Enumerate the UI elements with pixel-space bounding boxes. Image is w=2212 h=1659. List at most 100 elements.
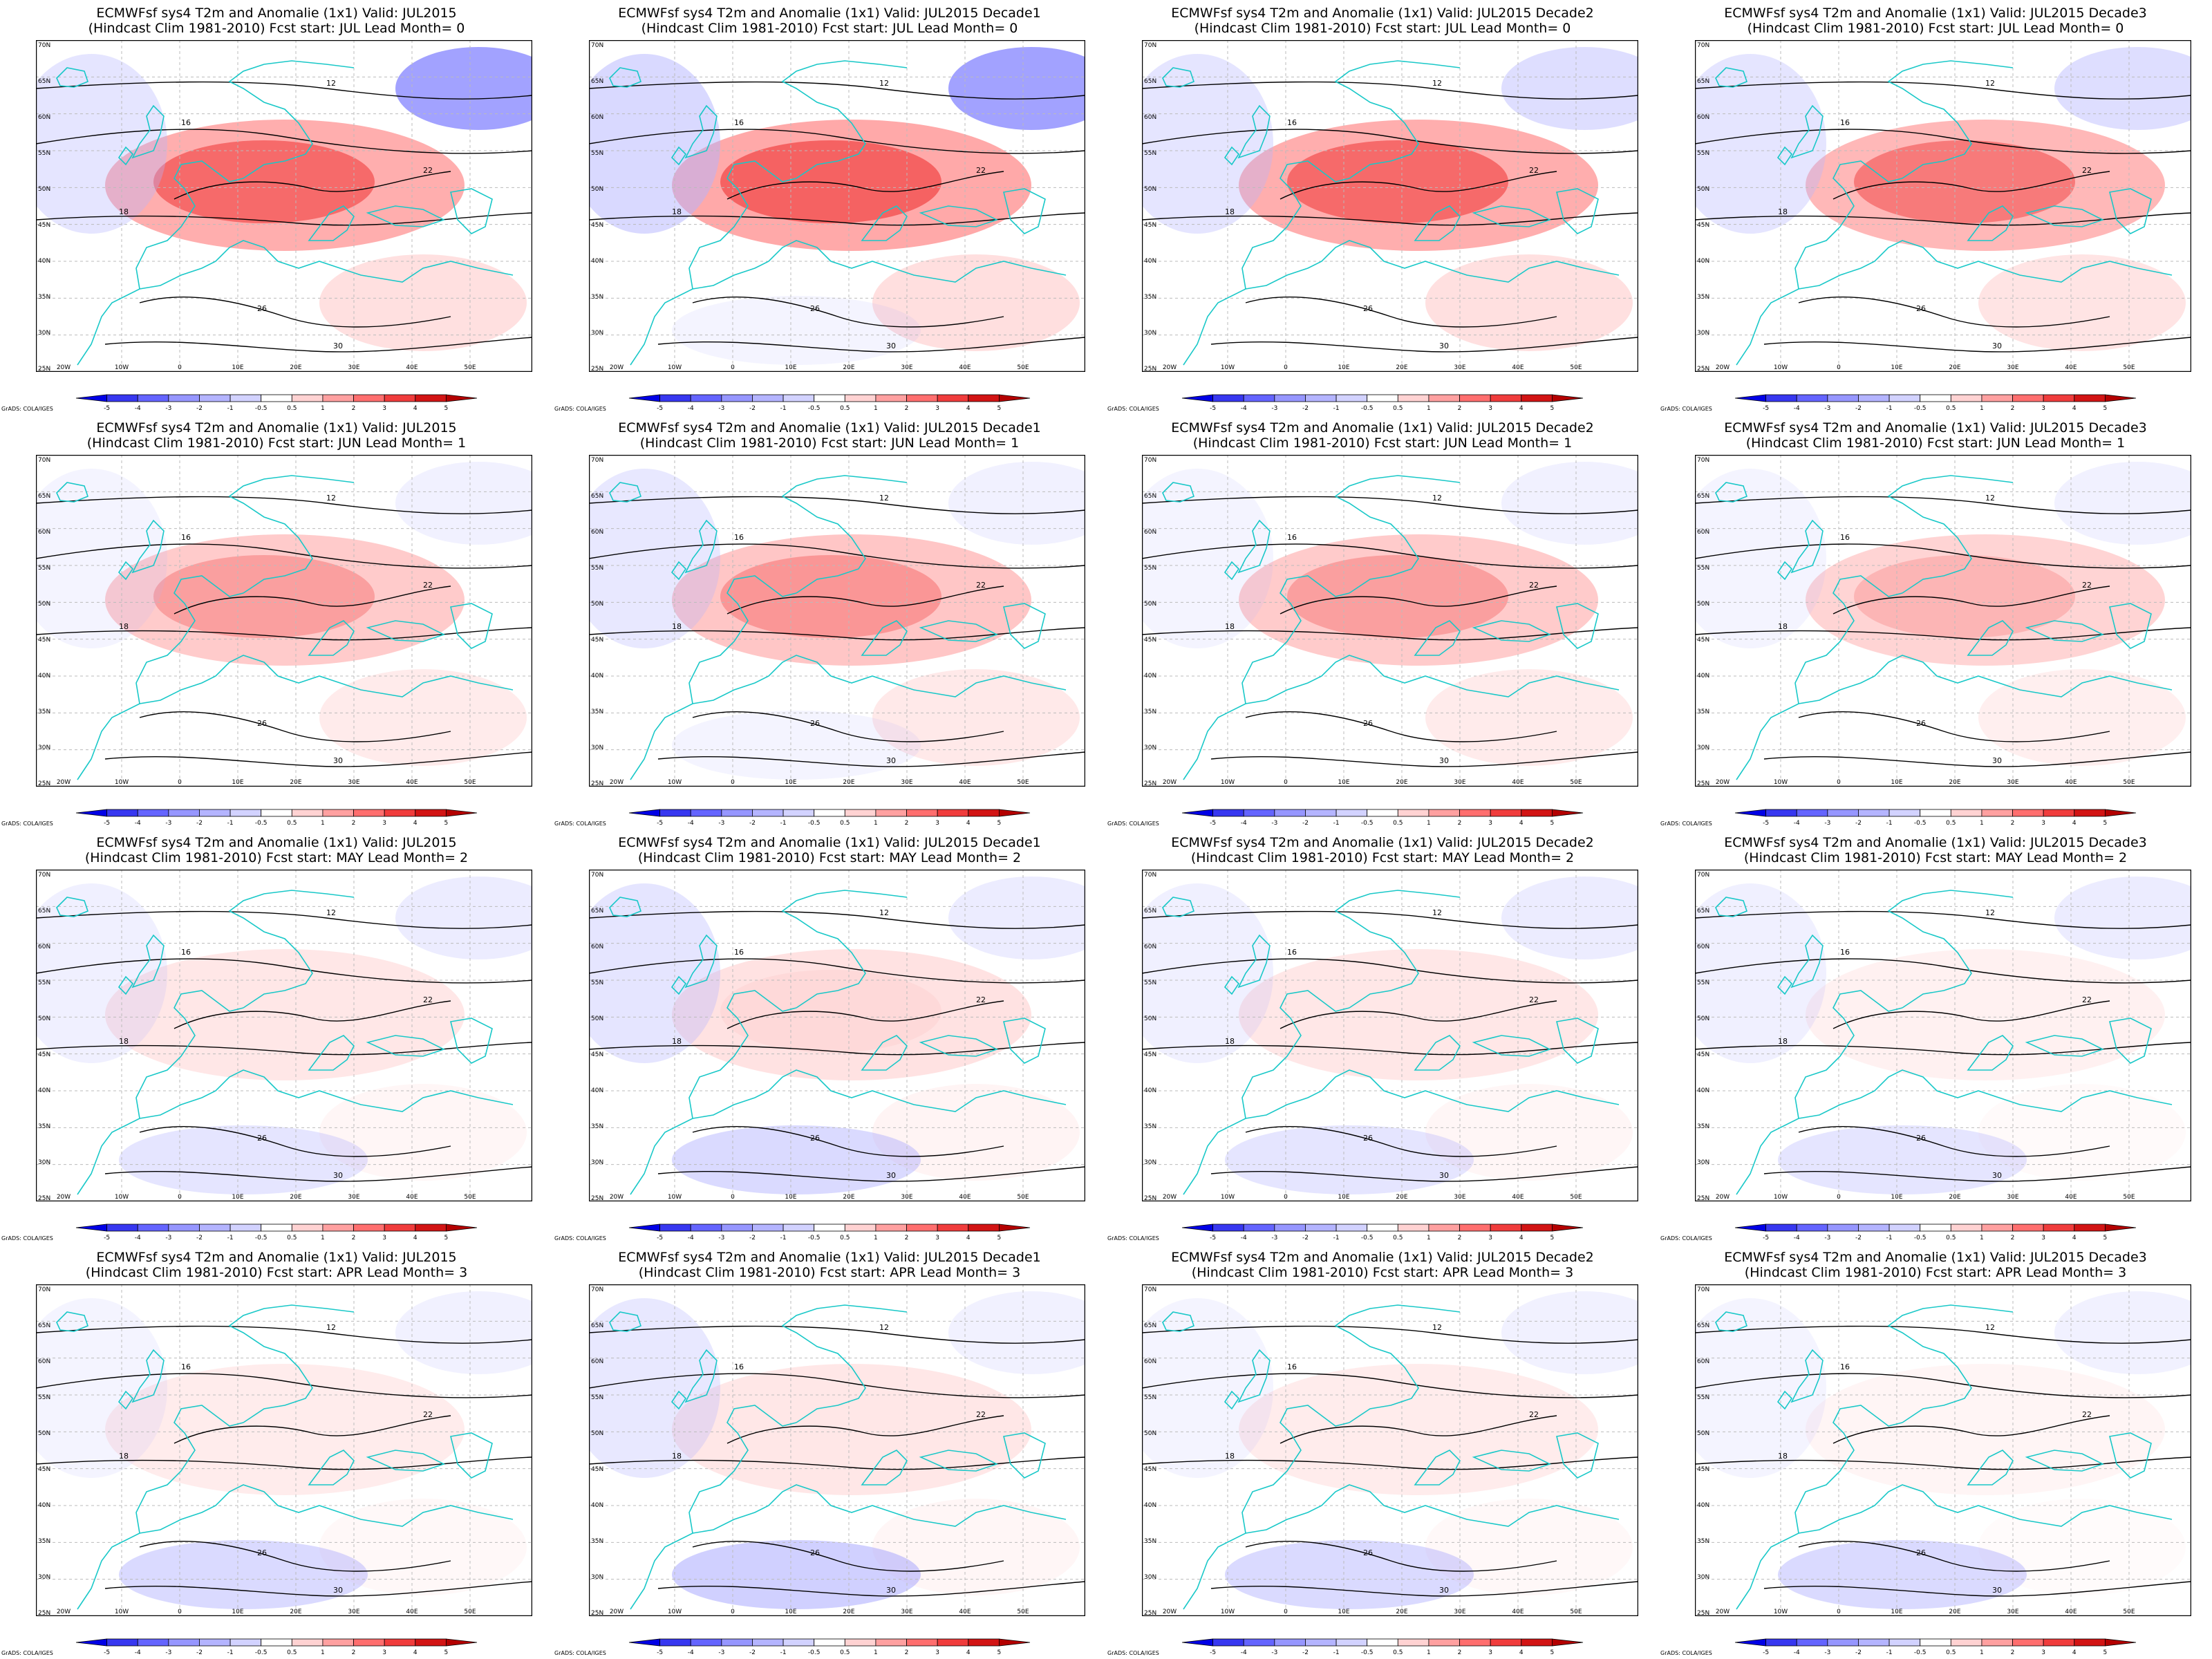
isotherm-contour: [589, 1373, 1085, 1398]
isotherm-contour: [36, 212, 532, 226]
colorbar-tick-label: 0.5: [1946, 405, 1956, 412]
latitude-label: 35N: [38, 709, 50, 715]
colorbar-swatch: [1428, 809, 1460, 817]
latitude-label: 45N: [1144, 637, 1156, 644]
colorbar-tick-label: -1: [227, 820, 234, 827]
colorbar-swatch: [1305, 809, 1337, 817]
contour-label: 22: [2082, 1410, 2092, 1419]
isotherm-contour: [174, 585, 451, 615]
coastline: [671, 561, 687, 581]
contour-label: 18: [119, 622, 129, 631]
latitude-label: 45N: [591, 637, 603, 644]
colorbar-tick-label: -2: [1855, 1649, 1862, 1656]
latitude-label: 40N: [591, 673, 603, 679]
colorbar-swatch: [1397, 809, 1430, 817]
latitude-label: 40N: [38, 1087, 50, 1094]
colorbar-tick-label: -4: [1241, 820, 1247, 827]
contour-label: 26: [1916, 719, 1926, 728]
isotherm-contour: [36, 958, 532, 984]
isotherm-contour: [1833, 1000, 2110, 1029]
contour-label: 18: [672, 1037, 682, 1046]
coastline: [1887, 1304, 2014, 1423]
colorbar-tick-label: -4: [1794, 1649, 1800, 1656]
latitude-label: 55N: [38, 980, 50, 986]
warm-anomaly-core: [1287, 970, 1508, 1053]
longitude-label: 0: [178, 1194, 182, 1201]
coastline: [919, 1450, 999, 1472]
colorbar-swatch: [106, 1224, 138, 1232]
forecast-panel: ECMWFsf sys4 T2m and Anomalie (1x1) Vali…: [553, 830, 1106, 1244]
colorbar-swatch: [199, 1224, 231, 1232]
colorbar-swatch: [1212, 1638, 1244, 1647]
cool-anomaly-area: [1142, 883, 1273, 1063]
isotherm-contour: [589, 1042, 1085, 1056]
colorbar-tick-label: 1: [1980, 1235, 1984, 1241]
isotherm-contour: [1798, 297, 2110, 328]
colorbar-swatch: [137, 809, 169, 817]
colorbar-tick-label: -4: [1241, 1235, 1247, 1241]
latitude-label: 50N: [1697, 186, 1709, 193]
panel-title: ECMWFsf sys4 T2m and Anomalie (1x1) Vali…: [618, 6, 1041, 21]
coastline: [1414, 1035, 1461, 1071]
colorbar-tick-label: 3: [1488, 405, 1492, 412]
panel-subtitle: (Hindcast Clim 1981-2010) Fcst start: JU…: [639, 435, 1020, 451]
colorbar-tick-label: 4: [413, 820, 418, 827]
grads-credit: GrADS: COLA/IGES: [1660, 821, 1712, 827]
contour-label: 30: [1439, 756, 1449, 765]
colorbar-tick-label: 0.5: [840, 405, 850, 412]
warm-anomaly-area: [105, 534, 465, 666]
latitude-label: 70N: [1144, 872, 1156, 879]
contour-label: 18: [119, 1037, 129, 1046]
colorbar-swatch: [1981, 1224, 2013, 1232]
latitude-label: 30N: [1697, 744, 1709, 751]
coastline: [1715, 1311, 1747, 1332]
latitude-label: 50N: [38, 1430, 50, 1437]
latitude-label: 70N: [38, 1286, 50, 1293]
colorbar-tick-label: -2: [196, 1649, 203, 1656]
colorbar-swatch: [106, 1638, 138, 1647]
contour-label: 12: [879, 908, 889, 917]
colorbar-tick-label: -4: [135, 1235, 141, 1241]
longitude-label: 40E: [2065, 1194, 2077, 1201]
colorbar-swatch: [415, 809, 447, 817]
longitude-label: 20W: [610, 1609, 624, 1615]
colorbar-tick-label: 1: [321, 405, 325, 412]
colorbar-swatch: [2043, 809, 2075, 817]
longitude-label: 30E: [2007, 1609, 2018, 1615]
latitude-label: 45N: [591, 1466, 603, 1473]
colorbar-tick-label: 1: [874, 1649, 878, 1656]
colorbar-swatch: [445, 394, 478, 402]
warm-anomaly-core: [720, 140, 941, 223]
latitude-label: 65N: [591, 1322, 603, 1329]
contour-label: 30: [886, 1171, 896, 1180]
coastline: [684, 934, 718, 988]
colorbar-swatch: [1950, 1224, 1983, 1232]
coastline: [1967, 205, 2014, 241]
isotherm-contour: [1695, 958, 2191, 984]
colorbar-swatch: [291, 394, 324, 402]
colorbar-swatch: [628, 1638, 661, 1647]
contour-label: 30: [1439, 341, 1449, 350]
panel-subtitle: (Hindcast Clim 1981-2010) Fcst start: AP…: [1191, 1265, 1574, 1280]
coastline: [2025, 205, 2105, 227]
coastline: [450, 1018, 493, 1064]
colorbar-tick-label: -4: [1241, 1649, 1247, 1656]
isotherm-contour: [727, 1415, 1004, 1444]
latitude-label: 35N: [1697, 1538, 1709, 1545]
cool-anomaly-area: [1501, 47, 1638, 130]
panel-title: ECMWFsf sys4 T2m and Anomalie (1x1) Vali…: [1171, 6, 1594, 21]
colorbar-swatch: [690, 809, 722, 817]
colorbar: GrADS: COLA/IGES -5 -4 -3 -2 -1 -0.5 0.5 1 2 3 4 5: [1, 1224, 478, 1241]
anomaly-map: 16 18 22 12 26 30 70N 65N 60N 55N 50N 45N 40N 35N 30N 2…: [1142, 40, 1638, 372]
colorbar-swatch: [1181, 394, 1214, 402]
isotherm-contour: [692, 297, 1004, 328]
longitude-label: 10E: [1891, 364, 1902, 371]
latitude-label: 30N: [591, 744, 603, 751]
colorbar-tick-label: 3: [935, 1235, 939, 1241]
latitude-label: 40N: [1144, 1502, 1156, 1509]
latitude-label: 45N: [38, 1051, 50, 1058]
coastline: [77, 1069, 514, 1195]
contour-label: 12: [1985, 494, 1995, 503]
longitude-label: 0: [1284, 1609, 1288, 1615]
colorbar-tick-label: 2: [905, 820, 909, 827]
